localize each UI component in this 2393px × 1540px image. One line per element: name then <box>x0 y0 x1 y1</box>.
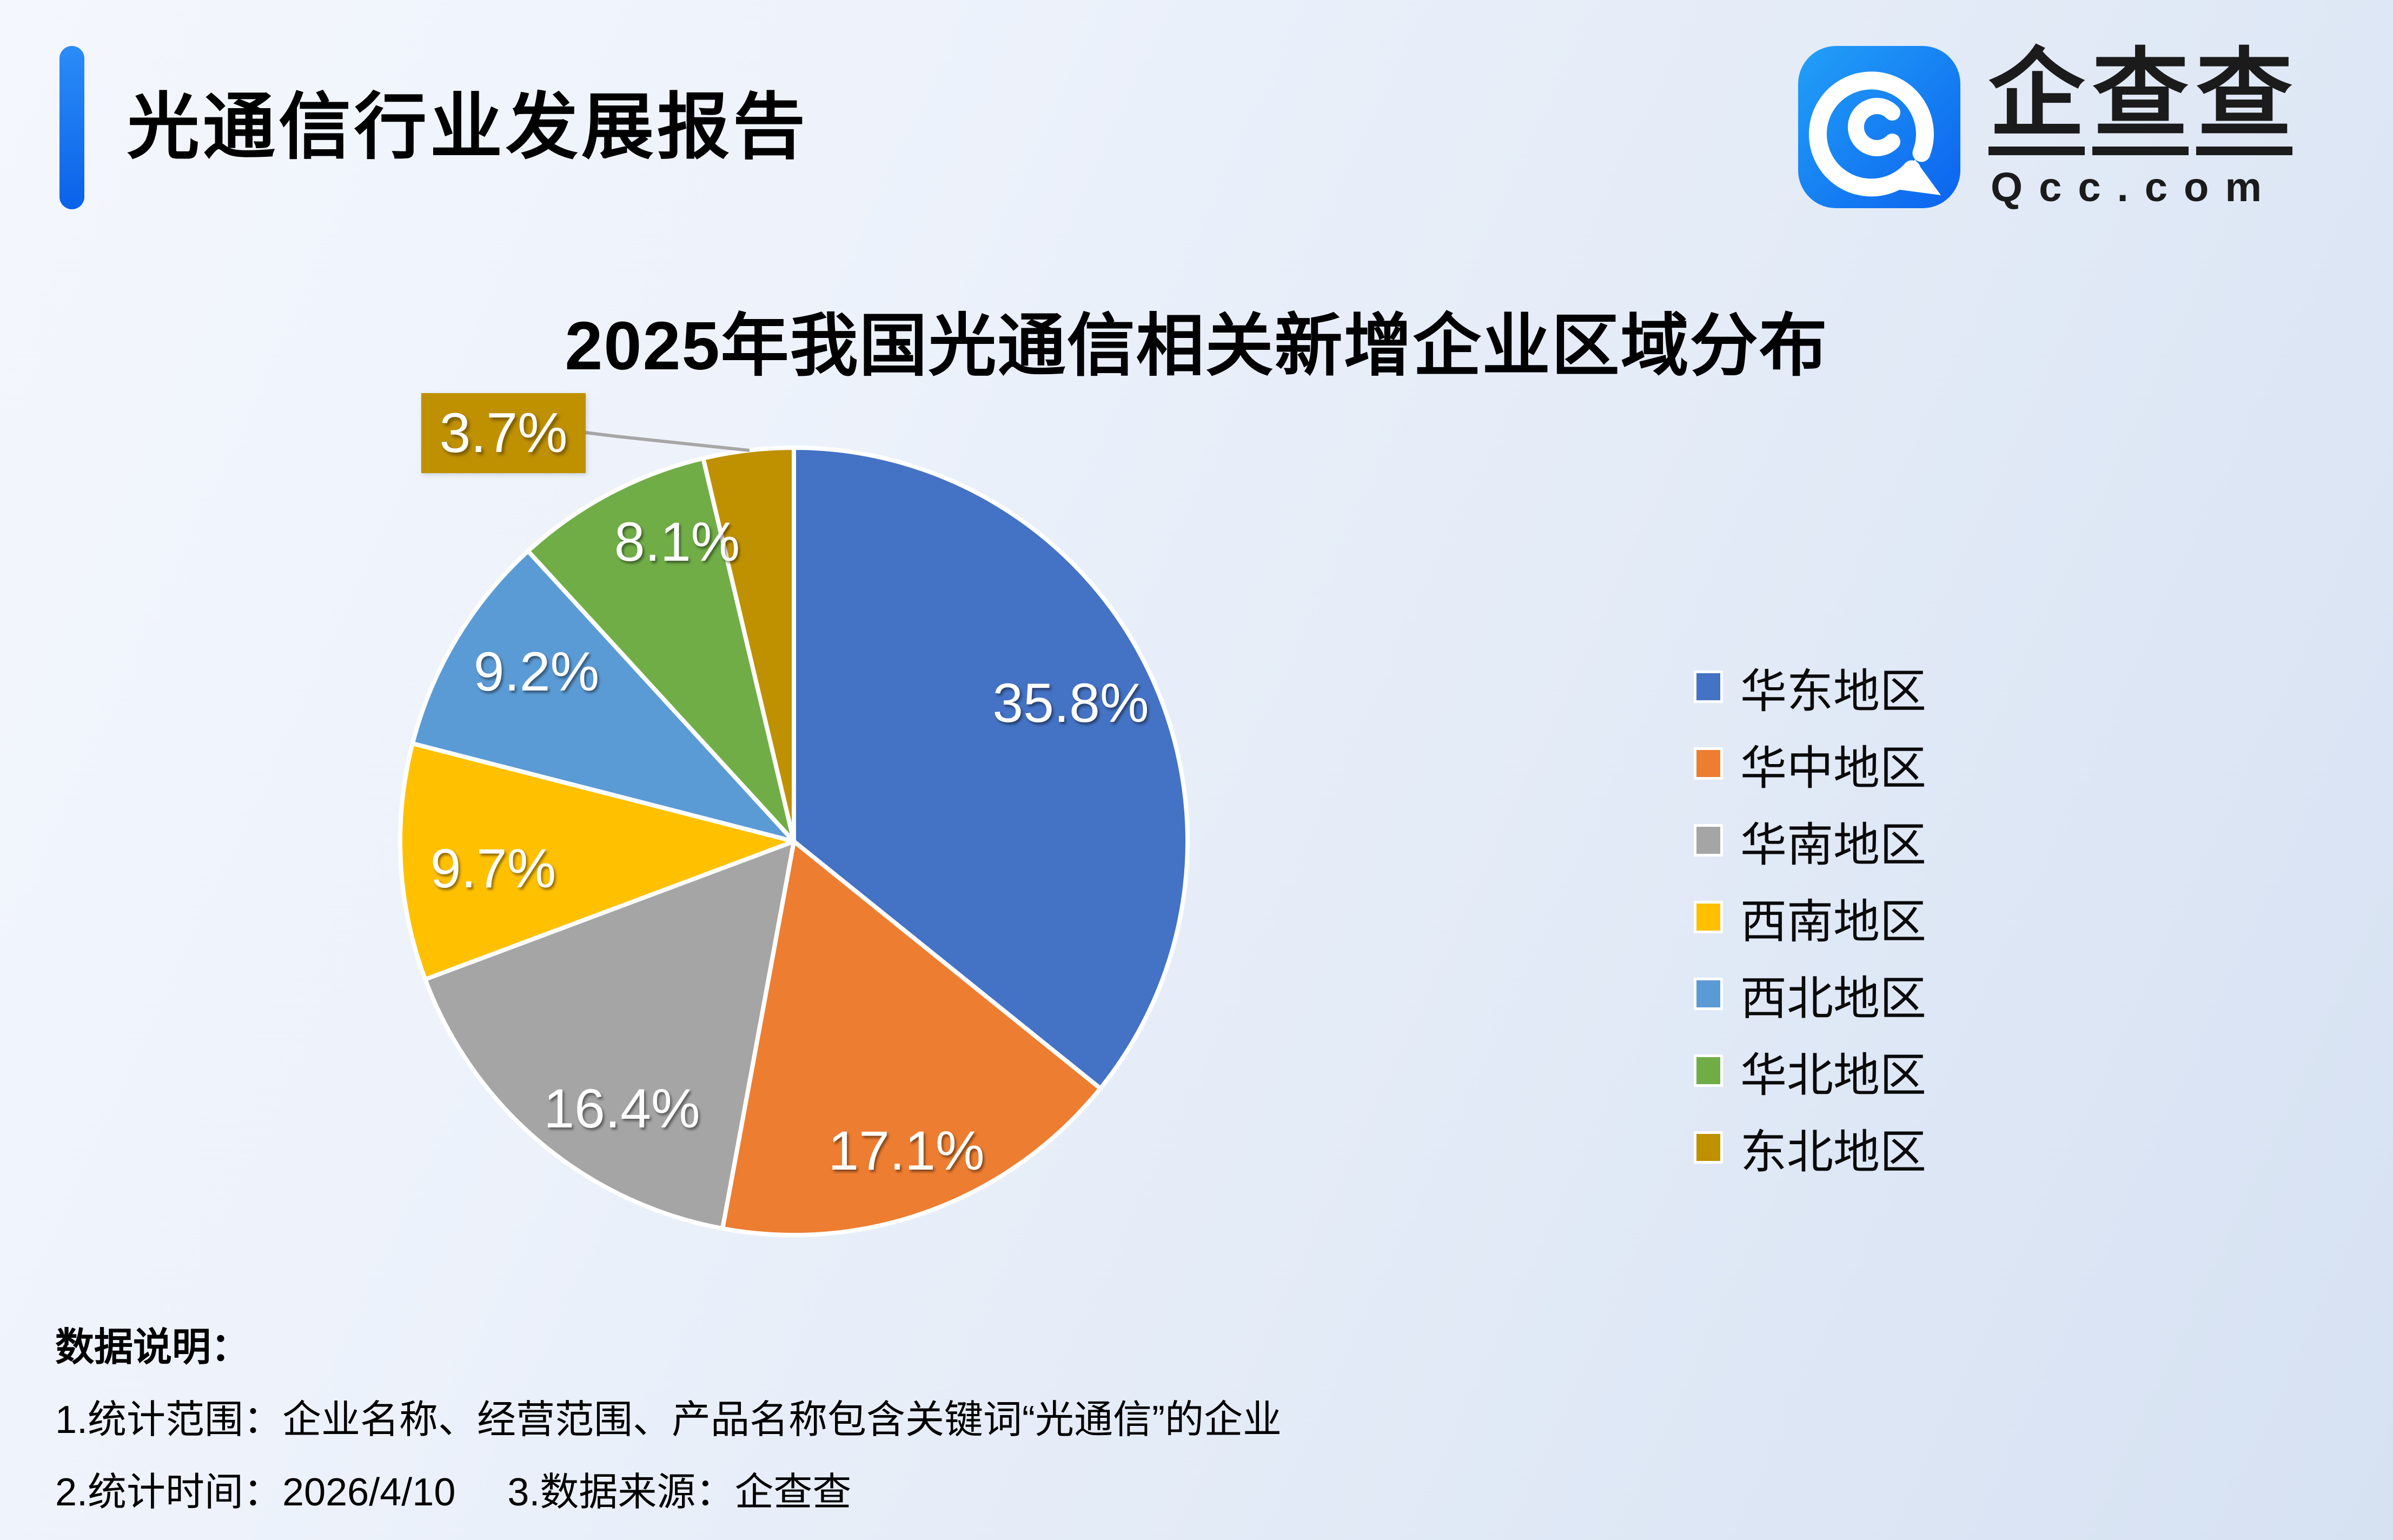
legend-label: 东北地区 <box>1740 1126 1926 1178</box>
brand-wordmark: 企查查 <box>1988 46 2300 155</box>
callout-leader-line <box>585 431 750 452</box>
chart-title: 2025年我国光通信相关新增企业区域分布 <box>565 308 1828 384</box>
pie-slice-4 <box>410 549 796 844</box>
legend-item: 华北地区 <box>1694 1045 1926 1101</box>
legend-swatch <box>1694 1054 1723 1087</box>
pie-slice-label: 17.1% <box>828 1120 984 1181</box>
report-title: 光通信行业发展报告 <box>127 87 809 168</box>
qcc-spiral-icon <box>1808 71 1941 197</box>
legend-item: 西北地区 <box>1694 968 1926 1025</box>
legend-item: 华南地区 <box>1694 814 1926 871</box>
note-time: 2.统计时间：2026/4/10 <box>55 1471 456 1514</box>
legend-item: 华中地区 <box>1694 738 1926 794</box>
legend-label: 华北地区 <box>1740 1049 1926 1101</box>
legend-item: 华东地区 <box>1694 661 1926 718</box>
note-source: 3.数据来源：企查查 <box>507 1471 852 1514</box>
pie-slice-1 <box>720 839 1103 1238</box>
pie-slice-0 <box>792 446 1190 1091</box>
brand-char: 查 <box>2092 46 2189 155</box>
pie-slice-label: 9.2% <box>474 641 600 702</box>
legend-item: 西南地区 <box>1694 891 1926 948</box>
legend-swatch <box>1694 747 1723 780</box>
legend-item: 东北地区 <box>1694 1121 1926 1178</box>
pie-slice-label: 16.4% <box>543 1078 700 1139</box>
legend-swatch <box>1694 1131 1723 1164</box>
notes-heading: 数据说明： <box>55 1326 250 1369</box>
legend-label: 西北地区 <box>1740 972 1926 1025</box>
brand-char: 查 <box>2196 46 2292 155</box>
legend-swatch <box>1694 824 1723 857</box>
pie-slice-5 <box>526 456 796 844</box>
pie-slice-label: 9.7% <box>430 838 556 899</box>
note-time-source: 2.统计时间：2026/4/10 3.数据来源：企查查 <box>55 1460 851 1517</box>
legend-label: 西南地区 <box>1740 895 1926 948</box>
pie-slice-label: 35.8% <box>992 672 1149 734</box>
qcc-app-icon <box>1798 46 1960 208</box>
callout-label: 3.7% <box>421 393 586 473</box>
note-scope: 1.统计范围：企业名称、经营范围、产品名称包含关键词“光通信”的企业 <box>55 1398 1282 1442</box>
pie-slice-label: 8.1% <box>614 511 740 573</box>
brand-logo: 企查查 Qcc.com <box>1798 46 2339 219</box>
legend-swatch <box>1694 901 1723 933</box>
legend-label: 华东地区 <box>1740 665 1926 718</box>
pie-slice-3 <box>398 741 796 982</box>
pie-slice-2 <box>423 839 796 1231</box>
title-accent-bar <box>59 46 84 209</box>
legend-label: 华南地区 <box>1740 819 1926 871</box>
legend-swatch <box>1694 978 1723 1010</box>
legend-swatch <box>1694 671 1723 703</box>
chart-legend: 华东地区 华中地区 华南地区 西南地区 西北地区 华北地区 东北地区 <box>1694 661 1926 1198</box>
brand-domain: Qcc.com <box>1991 164 2278 210</box>
legend-label: 华中地区 <box>1740 742 1926 794</box>
brand-char: 企 <box>1988 46 2085 155</box>
